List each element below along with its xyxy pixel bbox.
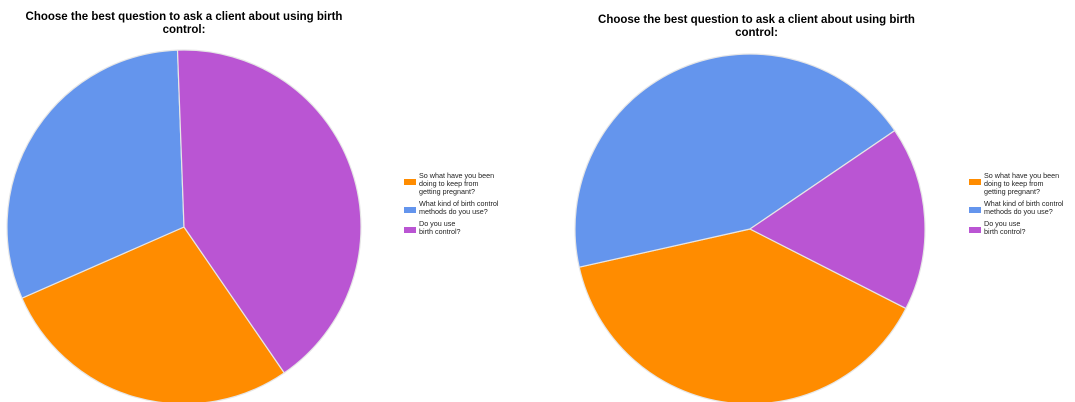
- legend-item-keep-from-pregnant: So what have you been doing to keep from…: [404, 172, 529, 196]
- chart-legend: So what have you been doing to keep from…: [404, 172, 529, 240]
- pie-chart: [6, 49, 362, 402]
- chart-title: Choose the best question to ask a client…: [25, 11, 343, 36]
- legend-swatch-blue: [404, 207, 416, 213]
- legend-item-methods-used: What kind of birth control methods do yo…: [404, 200, 529, 216]
- legend-item-keep-from-pregnant: So what have you been doing to keep from…: [969, 172, 1075, 196]
- legend-label: So what have you been doing to keep from…: [984, 171, 1060, 196]
- pie-chart-panel-1: Choose the best question to ask a client…: [0, 0, 537, 402]
- legend-swatch-blue: [969, 207, 981, 213]
- legend-swatch-purple: [969, 227, 981, 233]
- legend-swatch-orange: [969, 179, 981, 185]
- pie-slice-use-birth-control: [748, 129, 926, 310]
- legend-label: What kind of birth control methods do yo…: [984, 199, 1064, 216]
- pie-chart: [574, 53, 926, 402]
- legend-label: So what have you been doing to keep from…: [419, 171, 495, 196]
- chart-legend: So what have you been doing to keep from…: [969, 172, 1075, 240]
- legend-label: Do you use birth control?: [419, 219, 461, 236]
- legend-item-use-birth-control: Do you use birth control?: [404, 220, 529, 236]
- legend-label: What kind of birth control methods do yo…: [419, 199, 499, 216]
- legend-swatch-purple: [404, 227, 416, 233]
- pie-slice-keep-from-pregnant: [578, 228, 907, 402]
- chart-title: Choose the best question to ask a client…: [598, 14, 915, 39]
- pie-slice-keep-from-pregnant: [21, 226, 286, 402]
- pie-slice-use-birth-control: [176, 49, 362, 374]
- legend-item-use-birth-control: Do you use birth control?: [969, 220, 1075, 236]
- pie-slice-methods-used: [6, 49, 185, 299]
- legend-swatch-orange: [404, 179, 416, 185]
- legend-label: Do you use birth control?: [984, 219, 1026, 236]
- legend-item-methods-used: What kind of birth control methods do yo…: [969, 200, 1075, 216]
- pie-chart-panel-2: Choose the best question to ask a client…: [537, 0, 1075, 402]
- pie-slice-methods-used: [574, 53, 896, 268]
